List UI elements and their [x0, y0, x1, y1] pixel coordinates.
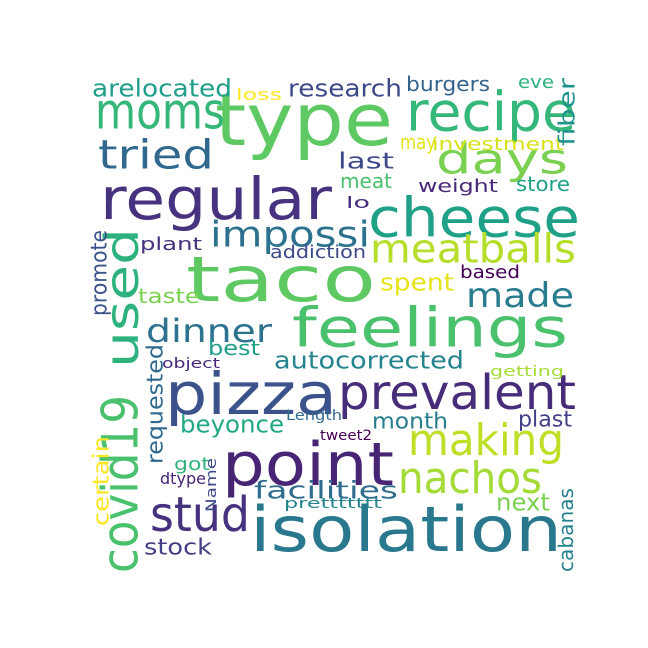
word-getting: getting	[490, 363, 564, 381]
word-taste: taste	[138, 285, 200, 309]
word-stud: stud	[150, 487, 250, 544]
word-got: got	[174, 453, 210, 475]
word-impossi: impossi	[210, 212, 370, 256]
word-lo: lo	[346, 193, 370, 213]
word-facilities: facilities	[254, 477, 398, 506]
word-pizza: pizza	[165, 359, 337, 429]
word-certain: certain	[87, 436, 114, 526]
word-feelings: feelings	[292, 296, 568, 360]
word-meatballs: meatballs	[370, 225, 576, 273]
word-made: made	[466, 276, 574, 316]
word-cabanas: cabanas	[555, 488, 579, 572]
word-eve: eve	[518, 71, 554, 93]
word-autocorrected: autocorrected	[274, 347, 464, 376]
word-point: point	[222, 430, 394, 501]
word-type: type	[215, 78, 393, 163]
word-weight: weight	[418, 175, 498, 197]
word-burgers: burgers	[406, 73, 490, 97]
word-cheese: cheese	[368, 186, 580, 250]
word-arelocated: arelocated	[92, 75, 232, 104]
word-isolation: isolation	[250, 494, 562, 567]
word-may: may	[400, 131, 436, 155]
word-length: Length	[286, 407, 342, 425]
word-tweet2: tweet2	[320, 427, 372, 445]
word-investment: investment	[432, 133, 564, 155]
word-tried: tried	[98, 131, 214, 179]
word-dtype: dtype	[160, 469, 206, 489]
word-fiber: fiber	[553, 78, 580, 146]
word-month: month	[372, 407, 448, 434]
word-next: next	[496, 489, 550, 518]
word-plast: plast	[518, 405, 572, 432]
word-nachos: nachos	[398, 451, 542, 504]
word-promote: promote	[85, 230, 112, 316]
word-prettttttt: prettttttt	[284, 495, 382, 513]
word-spent: spent	[380, 269, 454, 298]
word-store: store	[516, 173, 570, 197]
word-meat: meat	[340, 170, 392, 194]
word-days: days	[436, 135, 568, 185]
word-recipe: recipe	[406, 80, 576, 144]
word-moms: moms	[95, 81, 225, 141]
word-last: last	[338, 147, 394, 174]
word-dinner: dinner	[146, 312, 272, 350]
word-based: based	[460, 261, 520, 283]
word-regular: regular	[100, 164, 332, 234]
word-name: Name	[203, 458, 221, 512]
word-research: research	[288, 75, 402, 104]
word-making: making	[408, 413, 564, 466]
word-beyonce: beyonce	[180, 411, 284, 440]
word-stock: stock	[144, 533, 212, 560]
word-addiction: addiction	[270, 241, 366, 263]
word-loss: loss	[236, 85, 282, 105]
word-prevalent: prevalent	[338, 365, 576, 422]
word-object: object	[162, 355, 220, 373]
word-plant: plant	[140, 233, 202, 255]
word-taco: taco	[186, 244, 376, 317]
word-best: best	[208, 337, 260, 361]
